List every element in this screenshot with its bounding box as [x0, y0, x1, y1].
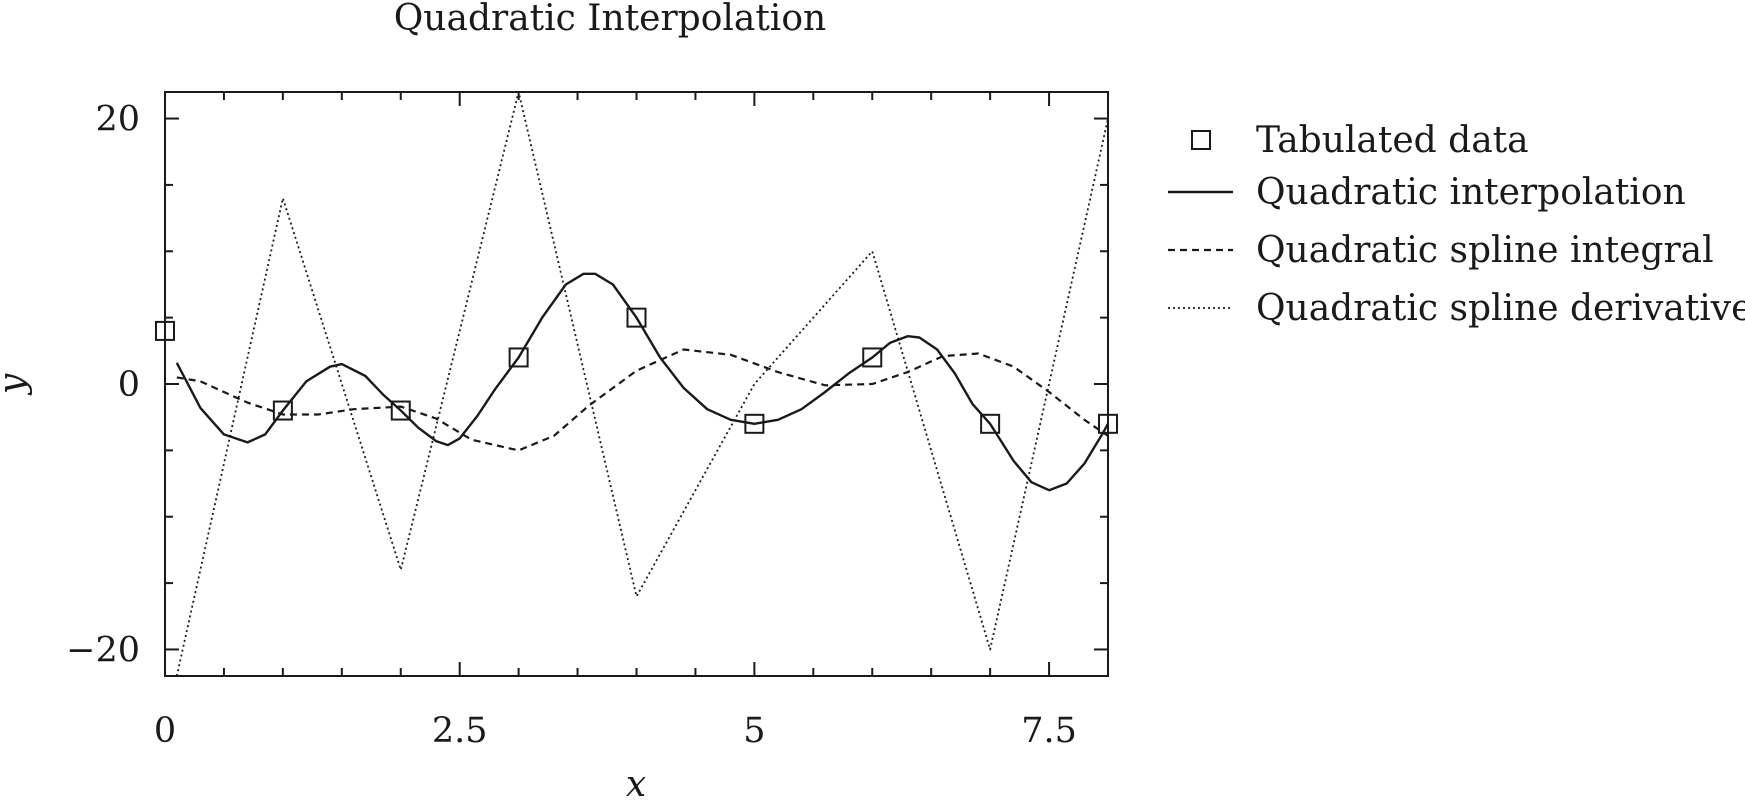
chart-title: Quadratic Interpolation [394, 0, 826, 39]
legend-marker-square [1191, 130, 1211, 150]
legend-label: Quadratic spline derivative [1256, 288, 1745, 329]
y-tick-label: 0 [118, 365, 140, 405]
axis-ticks [164, 92, 1109, 676]
x-tick-label: 2.5 [432, 711, 488, 751]
legend-label: Quadratic spline integral [1256, 230, 1714, 271]
data-point-marker [744, 413, 765, 434]
x-axis-label: x [626, 764, 646, 801]
data-point-marker [272, 400, 293, 421]
x-tick-label: 5 [743, 711, 765, 751]
legend-label: Quadratic interpolation [1256, 172, 1686, 213]
data-point-marker [980, 413, 1001, 434]
x-tick-label: 0 [154, 711, 176, 751]
y-axis-label: y [0, 373, 33, 396]
axis-tick-labels: 0 2.5 5 7.5 −20 0 20 [66, 100, 1077, 751]
y-tick-label: 20 [95, 100, 140, 140]
legend: Tabulated data Quadratic interpolation Qua… [1168, 120, 1745, 329]
data-point-marker [1098, 413, 1118, 434]
interpolation-line [175, 272, 1110, 492]
data-point-marker [862, 347, 883, 368]
spline-derivative-line [175, 91, 1109, 677]
data-point-marker [508, 347, 529, 368]
data-point-marker [626, 307, 647, 328]
x-tick-label: 7.5 [1021, 711, 1077, 751]
plot-area: 0 2.5 5 7.5 −20 0 20 [66, 91, 1118, 751]
series-layer [155, 91, 1118, 677]
plot-frame [164, 91, 1109, 677]
spline-integral-line [176, 348, 1109, 452]
legend-label: Tabulated data [1256, 120, 1529, 161]
data-point-marker [155, 320, 175, 341]
y-tick-label: −20 [66, 630, 140, 670]
